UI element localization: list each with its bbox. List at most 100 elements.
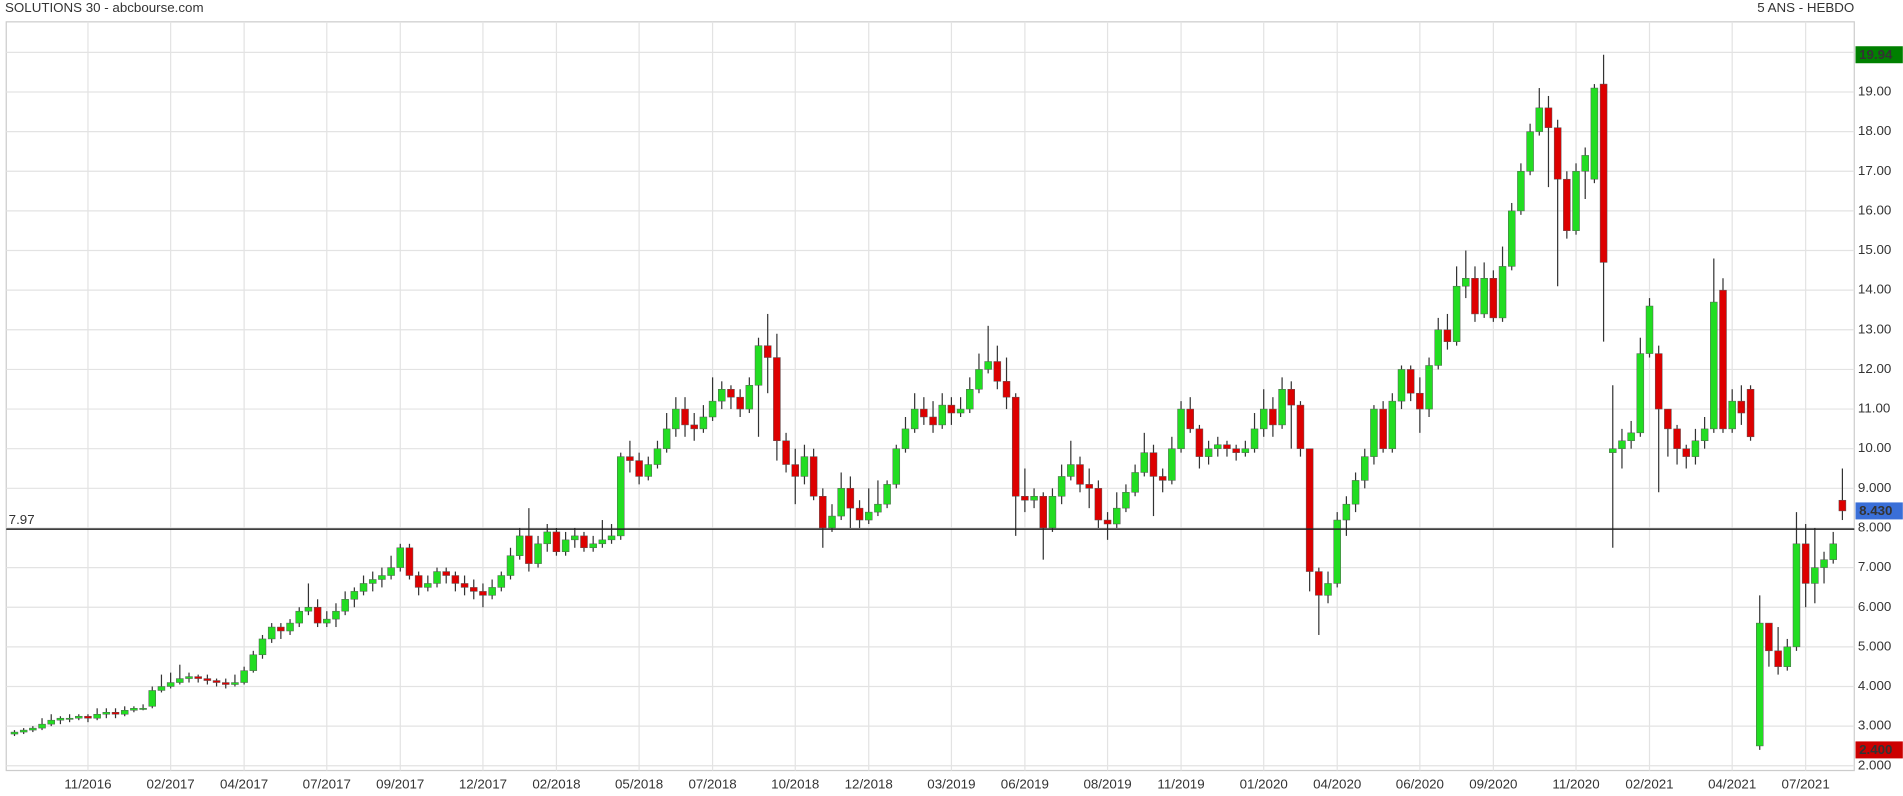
candle-body: [561, 539, 570, 552]
candle-body: [1204, 448, 1213, 457]
candle-body: [1535, 107, 1544, 132]
x-tick-label: 12/2018: [845, 777, 893, 792]
price-badge: [1855, 502, 1903, 520]
candle-body: [782, 440, 790, 465]
candle-body: [1645, 305, 1654, 354]
candle-body: [791, 464, 799, 477]
price-badge: [1855, 46, 1903, 64]
y-tick-label: 10.00: [1858, 440, 1891, 455]
candle-body: [1076, 464, 1084, 485]
y-tick-label: 15.00: [1858, 242, 1891, 257]
candle-body: [644, 464, 653, 477]
x-tick-label: 09/2020: [1469, 777, 1517, 792]
candle-body: [1177, 408, 1185, 449]
x-tick-label: 06/2019: [1001, 777, 1049, 792]
candle-body: [405, 547, 414, 576]
x-tick-label: 09/2017: [376, 777, 424, 792]
candle-body: [855, 507, 864, 521]
candle-body: [1434, 329, 1442, 366]
candle-body: [1654, 353, 1663, 410]
candle-body: [1425, 365, 1433, 410]
candle-body: [1122, 492, 1130, 509]
chart-title: SOLUTIONS 30 - abcbourse.com: [5, 0, 204, 15]
candle-body: [1416, 392, 1424, 410]
candle-body: [341, 599, 349, 612]
candle-body: [1296, 404, 1305, 449]
candle-body: [534, 543, 542, 564]
candle-body: [295, 610, 303, 624]
candle-body: [148, 690, 156, 707]
candle-body: [1140, 452, 1149, 473]
candle-body: [837, 488, 845, 517]
candle-body: [865, 511, 873, 521]
candle-body: [433, 571, 441, 584]
x-tick-label: 11/2019: [1157, 777, 1204, 792]
y-tick-label: 7.000: [1858, 559, 1891, 574]
candle-body: [166, 682, 175, 687]
candle-body: [543, 531, 551, 545]
candle-body: [910, 408, 919, 430]
y-tick-label: 17.00: [1858, 163, 1891, 178]
candle-body: [1590, 87, 1599, 180]
candle-body: [1057, 476, 1066, 497]
candle-body: [947, 404, 956, 414]
candle-body: [479, 591, 487, 596]
y-tick-label: 8.000: [1858, 519, 1891, 534]
candle-body: [745, 385, 754, 410]
candle-body: [525, 535, 533, 564]
candle-body: [396, 547, 405, 568]
candle-body: [139, 708, 147, 710]
candle-body: [1838, 499, 1847, 512]
candle-body: [1526, 131, 1534, 172]
candle-body: [1820, 559, 1828, 568]
x-tick-label: 03/2019: [927, 777, 975, 792]
candle-body: [1186, 408, 1194, 430]
candle-body: [901, 428, 910, 449]
reference-label: 7.97: [9, 512, 35, 527]
candle-body: [304, 606, 313, 612]
x-tick-label: 04/2021: [1708, 777, 1756, 792]
candle-body: [497, 575, 506, 588]
x-tick-label: 11/2020: [1552, 777, 1599, 792]
candle-body: [966, 389, 974, 410]
candle-body: [176, 678, 184, 683]
candle-body: [727, 389, 735, 398]
candle-body: [708, 400, 717, 418]
candle-body: [84, 715, 92, 719]
candle-body: [938, 404, 946, 426]
candle-body: [699, 416, 708, 430]
candle-body: [1067, 464, 1075, 477]
candle-body: [1563, 178, 1571, 231]
x-tick-label: 08/2019: [1083, 777, 1131, 792]
candle-body: [249, 654, 258, 671]
candle-body: [130, 708, 138, 711]
candle-body: [809, 456, 818, 497]
candle-body: [93, 713, 101, 719]
candle-body: [286, 622, 294, 632]
candle-body: [819, 496, 827, 529]
candle-body: [75, 715, 83, 719]
candle-body: [267, 626, 276, 640]
candle-body: [1664, 408, 1672, 430]
y-tick-label: 3.000: [1858, 718, 1891, 733]
candle-body: [1498, 266, 1507, 319]
candle-body: [332, 610, 340, 620]
candle-body: [387, 567, 395, 576]
y-tick-label: 2.000: [1858, 757, 1891, 772]
candle-body: [718, 389, 726, 402]
candle-body: [736, 396, 744, 410]
candle-body: [442, 571, 450, 576]
candle-body: [1627, 432, 1635, 442]
candle-body: [1232, 448, 1240, 453]
candle-body: [754, 345, 763, 386]
y-tick-label: 12.00: [1858, 361, 1891, 376]
candle-body: [56, 717, 65, 721]
candle-body: [277, 626, 285, 632]
x-tick-label: 05/2018: [615, 777, 663, 792]
candle-body: [1021, 496, 1029, 501]
candle-body: [1305, 448, 1314, 572]
y-tick-label: 5.000: [1858, 638, 1891, 653]
x-tick-label: 02/2021: [1625, 777, 1673, 792]
x-tick-label: 12/2017: [459, 777, 507, 792]
candle-body: [120, 710, 129, 715]
